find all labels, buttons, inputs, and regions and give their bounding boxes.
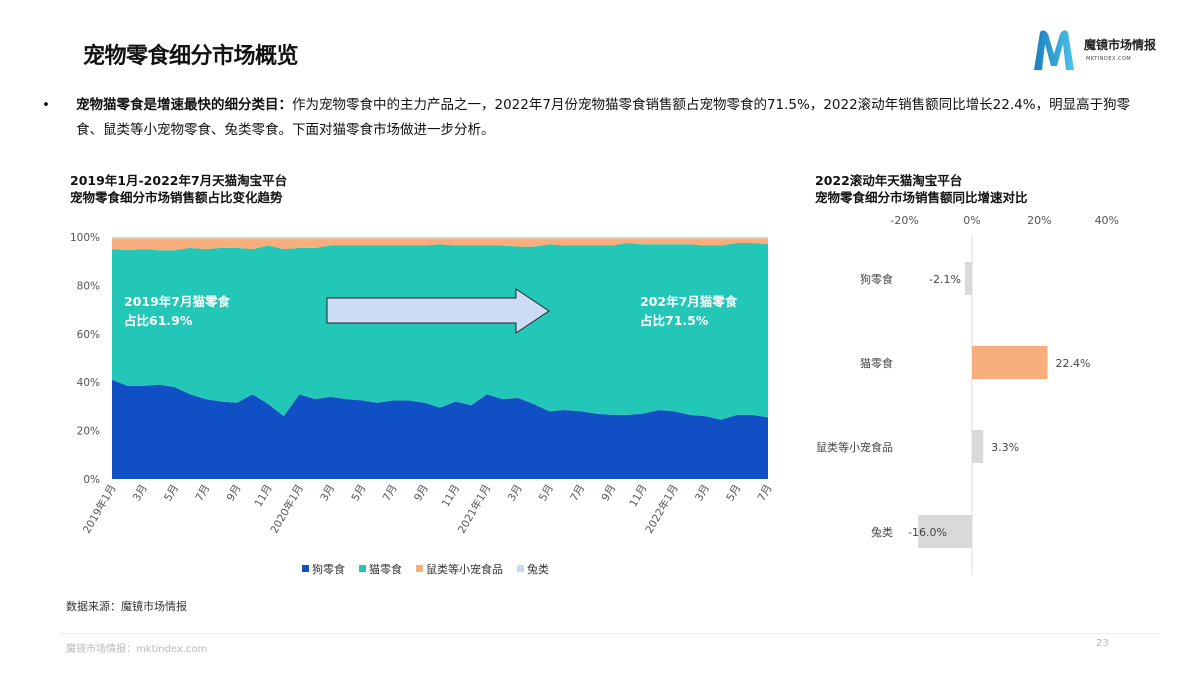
legend-swatch bbox=[302, 565, 309, 572]
area-chart: 0%20%40%60%80%100%2019年1月 3月 5月 7月 9月 11月2020… bbox=[70, 232, 775, 576]
logo: 魔镜市场情报 MKTINDEX.COM bbox=[1030, 28, 1170, 72]
legend-swatch bbox=[517, 565, 524, 572]
y-tick-label: 20% bbox=[77, 426, 100, 438]
y-tick-label: 80% bbox=[77, 280, 100, 292]
y-tick-label: 60% bbox=[77, 329, 100, 341]
data-label: -16.0% bbox=[908, 526, 947, 539]
x-tick-label: 9月 bbox=[225, 483, 244, 504]
category-label: 鼠类等小宠食品 bbox=[816, 440, 893, 454]
page-number: 23 bbox=[1096, 638, 1109, 649]
category-label: 狗零食 bbox=[860, 272, 893, 286]
x-tick-label: 7月 bbox=[381, 483, 400, 504]
x-tick-label: 0% bbox=[963, 214, 980, 227]
annotation-line1: 202年7月猫零食 bbox=[640, 294, 738, 309]
legend-swatch bbox=[416, 565, 423, 572]
x-tick-label: 3月 bbox=[506, 483, 525, 504]
legend-label: 猫零食 bbox=[369, 562, 402, 576]
data-label: -2.1% bbox=[929, 273, 961, 286]
area-series-1 bbox=[112, 243, 768, 420]
legend-label: 鼠类等小宠食品 bbox=[426, 562, 503, 576]
bar bbox=[918, 515, 972, 548]
footer-site: 魔镜市场情报：mktindex.com bbox=[66, 644, 208, 655]
data-label: 22.4% bbox=[1055, 357, 1090, 370]
y-tick-label: 0% bbox=[83, 474, 100, 486]
data-source: 数据来源：魔镜市场情报 bbox=[66, 600, 187, 613]
category-label: 猫零食 bbox=[860, 356, 893, 370]
arrow-shape bbox=[326, 288, 550, 334]
page-title: 宠物零食细分市场概览 bbox=[83, 44, 299, 69]
x-tick-label: 3月 bbox=[131, 483, 150, 504]
legend-label: 狗零食 bbox=[312, 562, 345, 576]
bar bbox=[972, 430, 984, 463]
data-label: 3.3% bbox=[991, 441, 1019, 454]
x-tick-label: 2019年1月 bbox=[80, 482, 118, 536]
x-tick-label: 9月 bbox=[412, 483, 431, 504]
bar bbox=[964, 262, 972, 295]
area-chart-title: 2019年1月-2022年7月天猫淘宝平台 宠物零食细分市场销售额占比变化趋势 bbox=[70, 173, 288, 205]
x-tick-label: 5月 bbox=[350, 483, 369, 504]
area-series-0 bbox=[112, 379, 768, 479]
annotation-line2: 占比61.9% bbox=[124, 313, 193, 328]
logo-m-icon bbox=[1034, 30, 1074, 70]
area-series-2 bbox=[112, 238, 768, 251]
summary-text: 作为宠物零食中的主力产品之一，2022年7月份宠物猫零食销售额占宠物零食的71.… bbox=[76, 97, 1131, 138]
footer-divider bbox=[60, 633, 1160, 634]
y-tick-label: 100% bbox=[70, 232, 100, 244]
summary-bullet: • 宠物猫零食是增速最快的细分类目：作为宠物零食中的主力产品之一，2022年7月… bbox=[42, 97, 1131, 138]
bar-chart-title: 2022滚动年天猫淘宝平台 宠物零食细分市场销售额同比增速对比 bbox=[815, 173, 1028, 205]
bar bbox=[972, 346, 1048, 379]
category-label: 兔类 bbox=[871, 525, 893, 539]
legend-label: 兔类 bbox=[527, 562, 549, 576]
x-tick-label: 11月 bbox=[440, 483, 462, 510]
x-tick-label: 7月 bbox=[568, 483, 587, 504]
x-tick-label: -20% bbox=[890, 214, 918, 227]
y-tick-label: 40% bbox=[77, 377, 100, 389]
x-tick-label: 7月 bbox=[193, 483, 212, 504]
x-tick-label: 5月 bbox=[537, 483, 556, 504]
x-tick-label: 11月 bbox=[627, 483, 649, 510]
x-tick-label: 9月 bbox=[599, 483, 618, 504]
x-tick-label: 3月 bbox=[693, 483, 712, 504]
x-tick-label: 5月 bbox=[162, 483, 181, 504]
x-tick-label: 20% bbox=[1027, 214, 1051, 227]
annotation-line2: 占比71.5% bbox=[640, 313, 709, 328]
x-tick-label: 11月 bbox=[252, 483, 274, 510]
bar-chart: -20% 0% 20% 40% 狗零食 -2.1% 猫零食 22.4% 鼠类等小宠食品 3.3% 兔… bbox=[816, 214, 1119, 575]
x-tick-label: 7月 bbox=[756, 483, 775, 504]
x-tick-label: 5月 bbox=[724, 483, 743, 504]
summary-highlight: 宠物猫零食是增速最快的细分类目： bbox=[76, 97, 292, 113]
legend-swatch bbox=[359, 565, 366, 572]
area-series-3 bbox=[112, 237, 768, 239]
x-tick-label: 3月 bbox=[318, 483, 337, 504]
x-tick-label: 40% bbox=[1095, 214, 1119, 227]
annotation-line1: 2019年7月猫零食 bbox=[124, 294, 230, 309]
